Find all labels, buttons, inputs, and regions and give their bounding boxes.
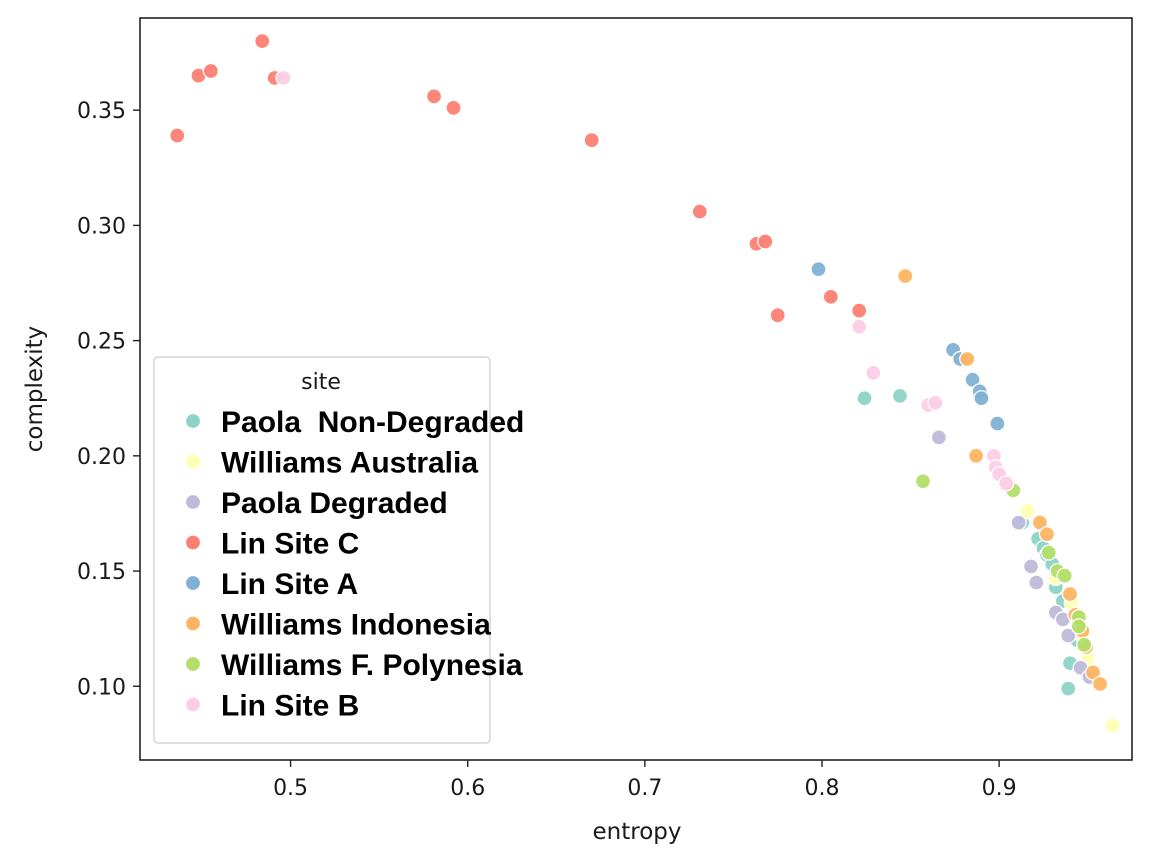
legend-label: Lin Site A — [221, 568, 358, 601]
legend-marker — [184, 534, 202, 551]
legend-marker — [184, 493, 202, 511]
legend-label: Lin Site B — [221, 690, 359, 723]
data-point — [202, 62, 220, 80]
legend-label: Williams F. Polynesia — [221, 649, 523, 682]
y-tick-label: 0.25 — [77, 330, 126, 355]
legend-label: Paola Degraded — [221, 487, 448, 520]
legend-marker — [184, 453, 202, 470]
x-tick-label: 0.6 — [450, 776, 485, 801]
legend-marker — [184, 696, 202, 713]
data-point — [1060, 680, 1077, 697]
legend-label: Williams Indonesia — [221, 609, 491, 642]
data-point — [275, 69, 292, 87]
data-point — [254, 32, 271, 50]
legend: site Paola Non-Degraded Williams Australi… — [153, 356, 524, 744]
x-tick-label: 0.9 — [982, 776, 1017, 801]
data-point — [1028, 574, 1045, 591]
y-axis-title: complexity — [22, 326, 48, 453]
data-point — [169, 127, 186, 144]
plot-frame — [139, 17, 1133, 761]
data-point — [914, 473, 932, 490]
legend-marker — [184, 615, 202, 632]
legend-marker — [184, 574, 202, 592]
y-tick-label: 0.20 — [77, 445, 126, 470]
data-point — [927, 394, 944, 411]
y-tick-label: 0.10 — [77, 675, 126, 700]
x-axis: 0.5 0.6 0.7 0.8 0.9 — [273, 760, 1017, 801]
data-point — [897, 267, 914, 285]
data-point — [856, 390, 873, 407]
data-point — [959, 350, 976, 368]
data-point — [769, 307, 786, 324]
data-point — [1019, 502, 1036, 520]
data-point — [822, 288, 840, 305]
data-point — [1038, 526, 1056, 543]
x-tick-label: 0.7 — [627, 776, 662, 801]
y-tick-label: 0.15 — [77, 560, 126, 585]
data-point — [1061, 585, 1079, 603]
points-layer — [169, 32, 1121, 734]
data-point — [1040, 544, 1057, 561]
data-point — [583, 131, 600, 149]
data-point — [930, 429, 948, 446]
legend-box — [153, 356, 491, 744]
data-point — [691, 203, 708, 220]
legend-label: Williams Australia — [221, 447, 478, 480]
data-point — [425, 88, 443, 105]
x-tick-label: 0.5 — [273, 776, 308, 801]
legend-label: Lin Site C — [221, 528, 359, 561]
data-point — [1010, 514, 1027, 531]
x-tick-label: 0.8 — [805, 776, 840, 801]
y-tick-label: 0.35 — [77, 99, 126, 124]
data-point — [851, 318, 868, 335]
data-point — [865, 364, 882, 382]
data-point — [891, 387, 909, 405]
legend-marker — [184, 655, 202, 673]
data-point — [1022, 558, 1040, 575]
data-point — [998, 475, 1015, 492]
legend-marker — [184, 412, 202, 430]
data-point — [1091, 675, 1109, 693]
data-point — [967, 447, 985, 464]
y-axis: 0.10 0.15 0.20 0.25 0.30 0.35 — [77, 99, 140, 700]
data-point — [757, 233, 774, 250]
legend-items: Paola Non-Degraded Williams Australia Paol… — [184, 406, 524, 723]
data-point — [1104, 717, 1121, 734]
legend-label: Paola Non-Degraded — [221, 406, 524, 439]
y-tick-label: 0.30 — [77, 214, 126, 239]
data-point — [1070, 618, 1088, 635]
data-point — [989, 415, 1006, 432]
data-point — [973, 390, 990, 407]
data-point — [851, 302, 868, 319]
data-point — [810, 261, 827, 278]
legend-title: site — [301, 370, 341, 395]
data-point — [1076, 636, 1093, 653]
data-point — [445, 99, 462, 117]
data-point — [1056, 567, 1073, 584]
x-axis-title: entropy — [593, 819, 682, 845]
